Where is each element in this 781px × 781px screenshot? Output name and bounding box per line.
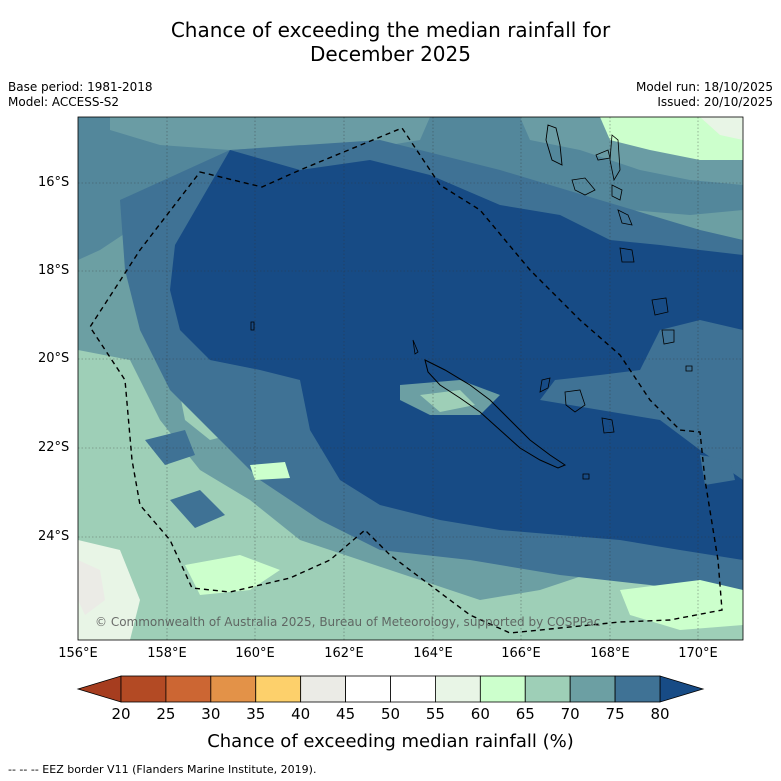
lon-label-156e: 156°E — [58, 646, 98, 661]
meta-right: Model run: 18/10/2025 Issued: 20/10/2025 — [636, 80, 773, 110]
tanna-island — [661, 329, 675, 345]
copyright-text: © Commonwealth of Australia 2025, Bureau… — [95, 615, 600, 629]
colorbar-cell — [614, 675, 661, 703]
contour-60-65-ne — [600, 117, 743, 160]
contour-75-east-blob — [700, 455, 735, 485]
colorbar-tick-label: 60 — [470, 705, 490, 723]
map-title: Chance of exceeding the median rainfall … — [0, 18, 781, 66]
malakula-island — [571, 177, 596, 196]
lat-label-24s: 24°S — [38, 529, 70, 544]
colorbar-cell — [569, 675, 616, 703]
colorbar-cell — [345, 675, 391, 703]
base-period: Base period: 1981-2018 — [8, 80, 153, 94]
erromango-island — [651, 297, 669, 316]
colorbar-cell — [120, 675, 167, 703]
colorbar-tick-label: 45 — [336, 705, 356, 723]
colorbar-tick-label: 50 — [380, 705, 401, 723]
colorbar-tick-label: 70 — [560, 705, 580, 723]
colorbar-arrow-low — [76, 675, 122, 703]
colorbar-cell — [435, 675, 481, 703]
colorbar-arrow-high — [659, 675, 705, 703]
meta-left: Base period: 1981-2018 Model: ACCESS-S2 — [8, 80, 153, 110]
colorbar-tick-label: 40 — [291, 705, 311, 723]
chesterfield-islands — [250, 321, 255, 331]
title-line-2: December 2025 — [310, 42, 471, 66]
colorbar-tick-label: 55 — [425, 705, 445, 723]
lon-label-168e: 168°E — [590, 646, 630, 661]
colorbar-tick-label: 25 — [156, 705, 176, 723]
colorbar — [76, 675, 705, 703]
colorbar-tick-label: 20 — [111, 705, 131, 723]
colorbar-cell — [165, 675, 212, 703]
contour-75-80-blob-2 — [170, 490, 225, 528]
map-frame — [77, 116, 744, 641]
issued-date: Issued: 20/10/2025 — [657, 95, 773, 109]
mare-island — [601, 417, 615, 434]
model-run: Model run: 18/10/2025 — [635, 80, 773, 94]
colorbar-cell — [390, 675, 436, 703]
lon-label-170e: 170°E — [678, 646, 718, 661]
colorbar-cell — [210, 675, 257, 703]
contour-65-70-west — [78, 360, 130, 490]
title-line-1: Chance of exceeding the median rainfall … — [170, 18, 611, 42]
new-caledonia-mainland — [424, 359, 567, 469]
colorbar-tick-label: 65 — [515, 705, 535, 723]
lon-label-162e: 162°E — [324, 646, 364, 661]
contour-60-65-blob — [250, 462, 290, 480]
contour-55-60-ne — [700, 117, 743, 140]
contour-80-core — [170, 150, 743, 560]
graticule — [78, 117, 743, 640]
colorbar-tick-label: 80 — [650, 705, 670, 723]
espiritu-santo — [545, 124, 563, 166]
efate-island — [619, 247, 635, 263]
eez-border — [89, 127, 723, 634]
lon-label-160e: 160°E — [235, 646, 275, 661]
lon-label-166e: 166°E — [501, 646, 541, 661]
contour-65-inlet — [420, 390, 475, 412]
contour-75-80-blob-1 — [145, 430, 195, 465]
colorbar-tick-label: 30 — [201, 705, 221, 723]
ambrym-island — [611, 184, 623, 201]
colorbar-title: Chance of exceeding median rainfall (%) — [207, 731, 574, 752]
colorbar-cell — [524, 675, 571, 703]
contour-55-60-sw — [78, 540, 140, 640]
colorbar-cell — [479, 675, 526, 703]
contour-60-65-sw — [185, 555, 280, 595]
eez-footnote: -- -- -- EEZ border V11 (Flanders Marine… — [8, 763, 317, 776]
epi-island — [617, 209, 633, 226]
colorbar-cell — [300, 675, 346, 703]
pentecost-island — [609, 134, 621, 182]
lat-label-16s: 16°S — [38, 175, 70, 190]
colorbar-tick-label: 75 — [605, 705, 625, 723]
colorbar-cell — [255, 675, 302, 703]
lifou-island — [564, 389, 586, 413]
lon-label-164e: 164°E — [413, 646, 453, 661]
colorbar-tick-label: 35 — [246, 705, 266, 723]
model-name: Model: ACCESS-S2 — [8, 95, 120, 109]
lat-label-22s: 22°S — [38, 440, 70, 455]
aneityum-island — [685, 365, 693, 372]
lat-label-20s: 20°S — [38, 351, 70, 366]
rainfall-contours — [78, 117, 743, 640]
contour-60-65-se — [620, 580, 743, 630]
lon-label-158e: 158°E — [147, 646, 187, 661]
ouvea-island — [539, 377, 551, 393]
isle-of-pines — [582, 473, 590, 480]
lat-label-18s: 18°S — [38, 263, 70, 278]
contour-45-50-sw — [78, 560, 105, 615]
belep-islands — [412, 339, 419, 355]
